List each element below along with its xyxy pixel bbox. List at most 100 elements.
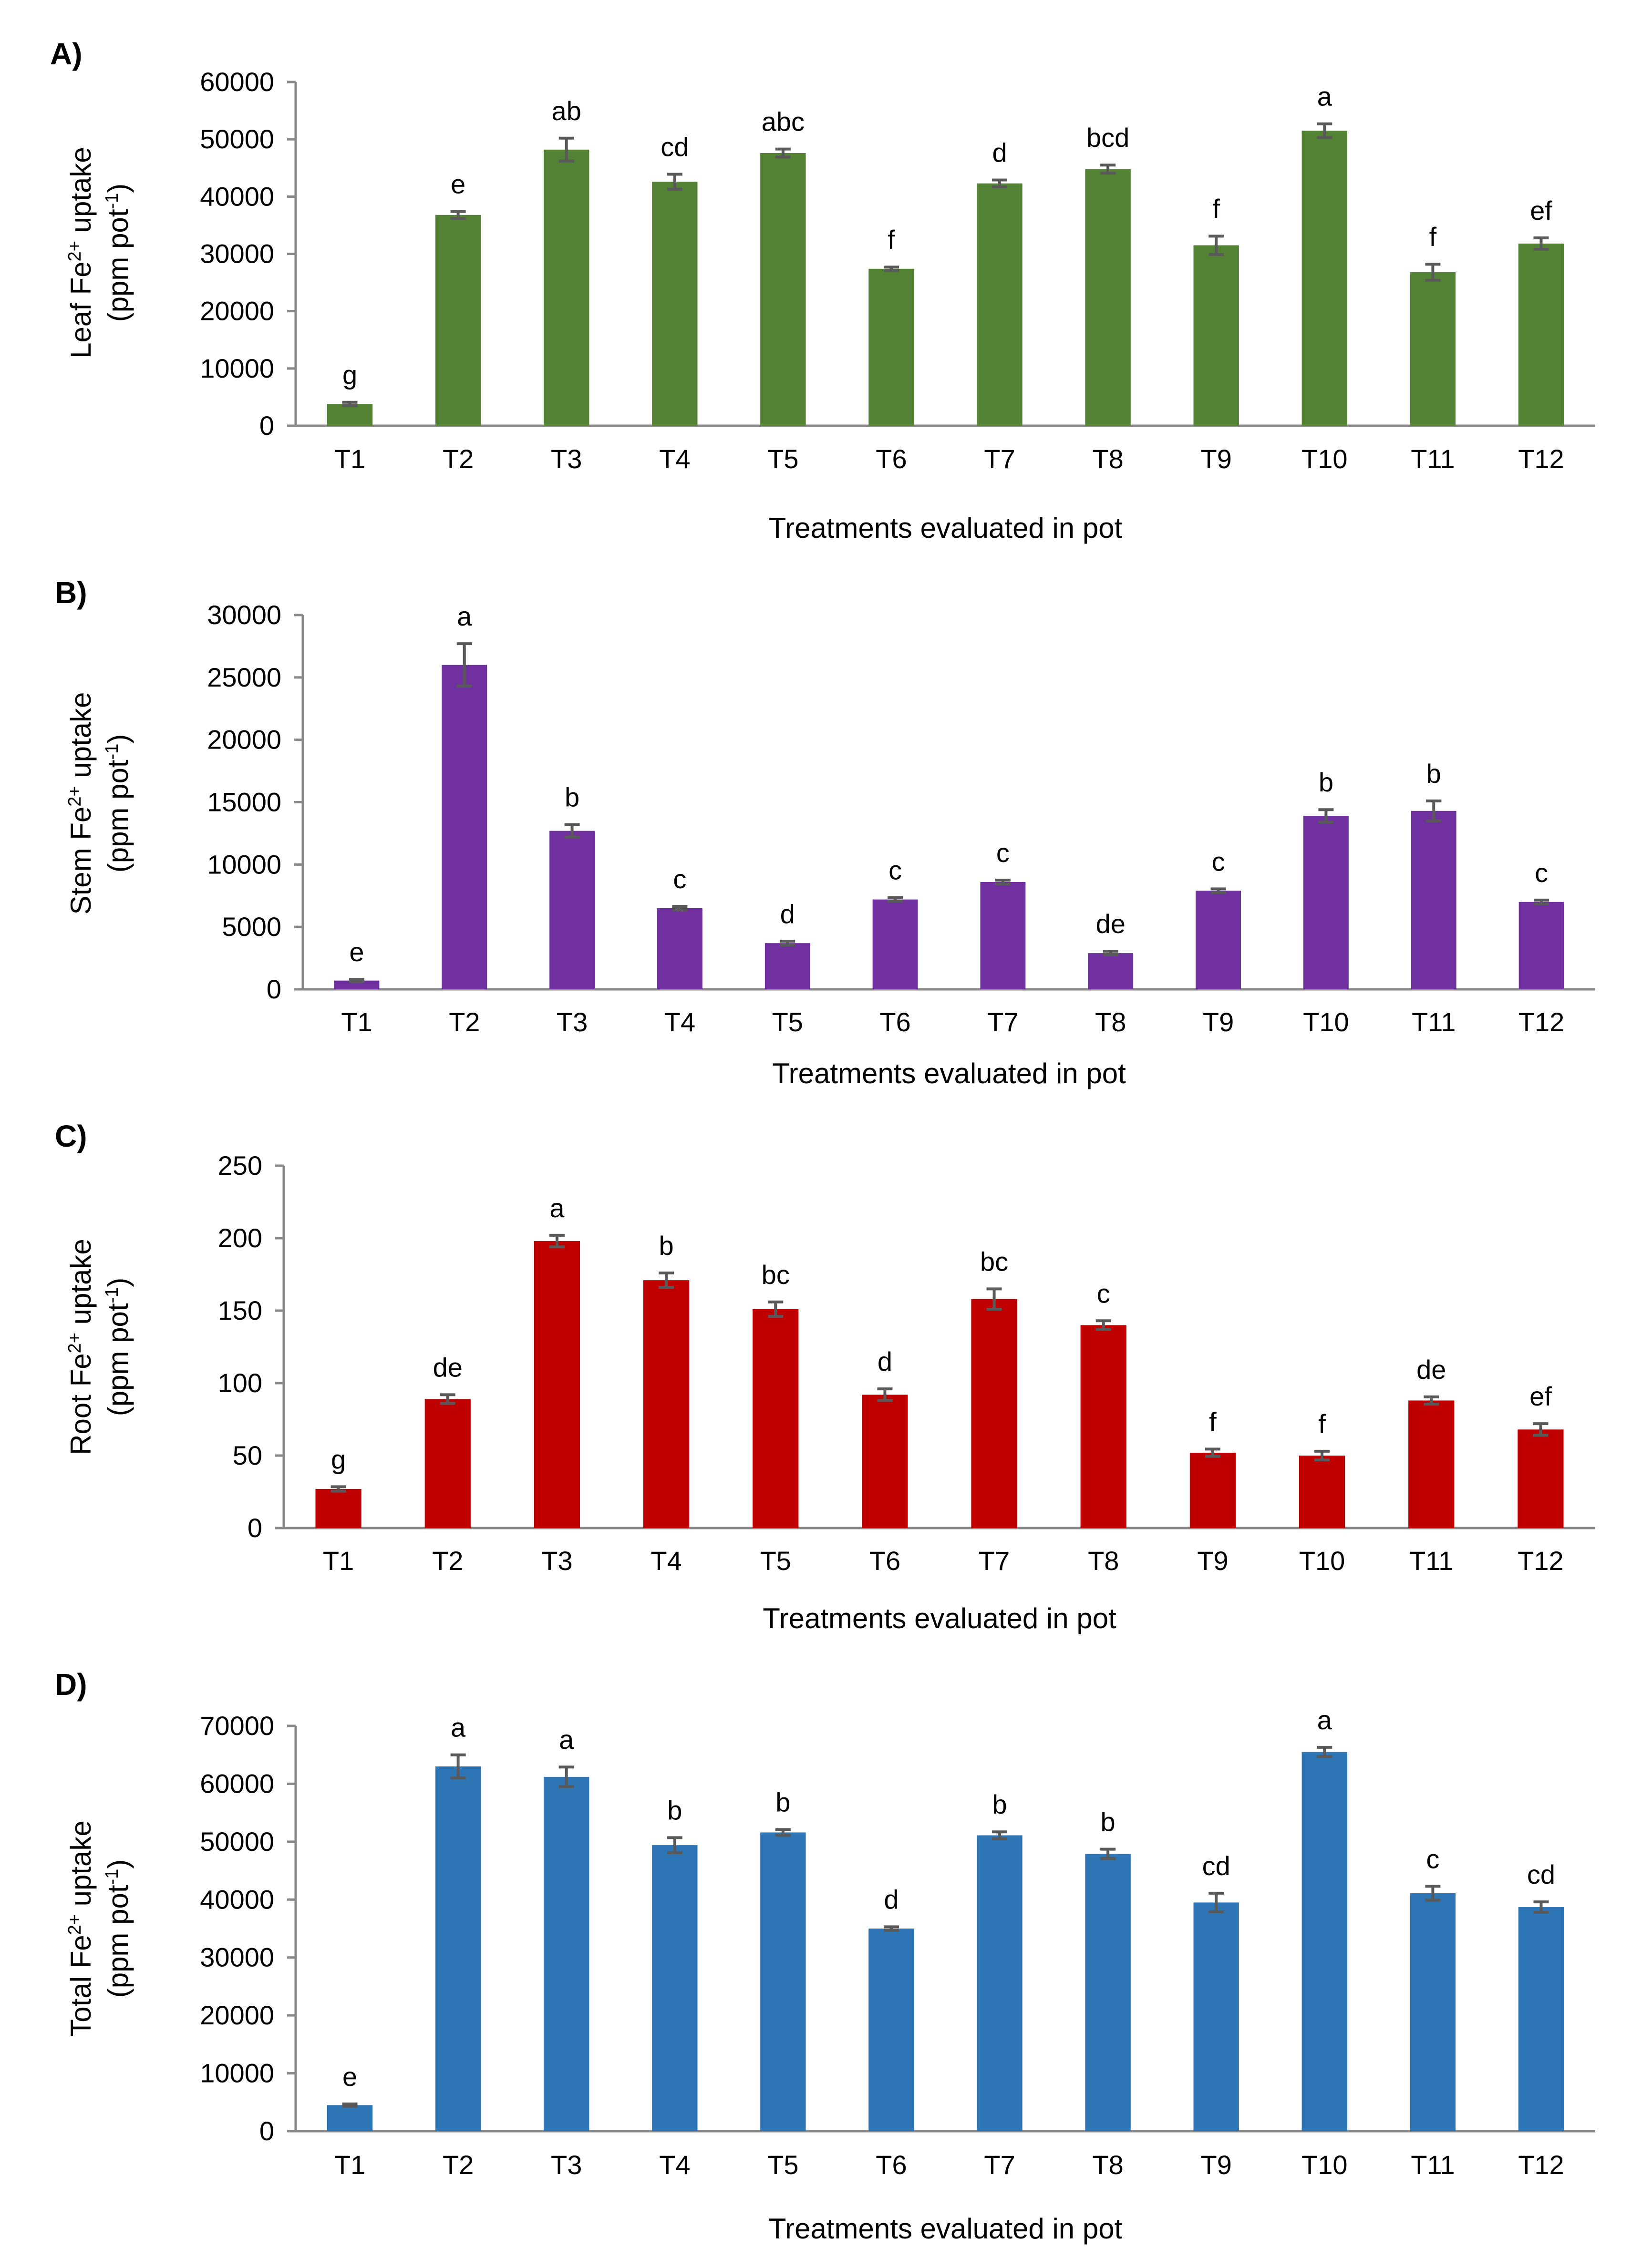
significance-letter: b xyxy=(1101,1807,1115,1837)
bar-T9 xyxy=(1196,891,1241,989)
x-tick-label: T5 xyxy=(767,2150,798,2180)
x-tick-label: T3 xyxy=(551,444,582,474)
x-tick-label: T12 xyxy=(1518,2150,1564,2180)
bar-T12 xyxy=(1518,243,1564,426)
x-tick-label: T7 xyxy=(987,1007,1018,1037)
bar-T4 xyxy=(652,1845,698,2131)
significance-letter: b xyxy=(659,1231,674,1261)
bar-T7 xyxy=(980,882,1026,989)
bar-T5 xyxy=(764,943,810,989)
y-tick-label: 0 xyxy=(259,2116,274,2146)
significance-letter: de xyxy=(1096,909,1126,939)
x-tick-label: T1 xyxy=(323,1546,354,1576)
bar-T11 xyxy=(1410,272,1456,426)
significance-letter: bc xyxy=(980,1246,1008,1276)
x-tick-label: T2 xyxy=(443,444,474,474)
y-tick-label: 40000 xyxy=(200,1884,274,1914)
bar-T7 xyxy=(977,1835,1022,2131)
panel-label: B) xyxy=(55,575,87,610)
significance-letter: f xyxy=(1318,1409,1326,1439)
x-tick-label: T6 xyxy=(876,444,907,474)
x-tick-label: T5 xyxy=(772,1007,803,1037)
significance-letter: e xyxy=(349,937,364,967)
x-tick-label: T12 xyxy=(1518,444,1564,474)
x-tick-label: T5 xyxy=(767,444,798,474)
x-tick-label: T3 xyxy=(541,1546,572,1576)
y-tick-label: 0 xyxy=(248,1513,262,1543)
y-tick-label: 60000 xyxy=(200,1768,274,1798)
y-tick-label: 250 xyxy=(218,1150,262,1180)
x-axis-title: Treatments evaluated in pot xyxy=(769,2213,1123,2245)
y-tick-label: 0 xyxy=(259,410,274,441)
significance-letter: a xyxy=(1317,82,1332,112)
significance-letter: d xyxy=(992,137,1007,167)
x-tick-label: T10 xyxy=(1303,1007,1349,1037)
significance-letter: a xyxy=(1317,1705,1332,1735)
y-tick-label: 40000 xyxy=(200,181,274,211)
x-tick-label: T6 xyxy=(869,1546,900,1576)
bar-T2 xyxy=(435,215,481,426)
x-tick-label: T12 xyxy=(1518,1007,1565,1037)
bar-T10 xyxy=(1303,816,1349,989)
x-tick-label: T8 xyxy=(1088,1546,1119,1576)
x-tick-label: T9 xyxy=(1203,1007,1234,1037)
bar-T4 xyxy=(643,1280,690,1528)
significance-letter: d xyxy=(884,1884,898,1914)
x-tick-label: T8 xyxy=(1092,444,1123,474)
bar-T2 xyxy=(435,1766,481,2131)
significance-letter: c xyxy=(888,855,902,885)
y-tick-label: 25000 xyxy=(207,662,281,692)
bar-T8 xyxy=(1088,953,1134,989)
bar-T9 xyxy=(1189,1452,1236,1528)
significance-letter: cd xyxy=(1527,1859,1555,1889)
bar-T6 xyxy=(868,1929,914,2131)
x-axis-title: Treatments evaluated in pot xyxy=(769,512,1123,544)
bar-T8 xyxy=(1085,1854,1131,2131)
significance-letter: d xyxy=(878,1346,892,1376)
bar-T8 xyxy=(1080,1325,1126,1528)
x-tick-label: T7 xyxy=(984,444,1015,474)
significance-letter: b xyxy=(565,782,579,812)
x-tick-label: T4 xyxy=(664,1007,695,1037)
bar-T10 xyxy=(1301,1752,1347,2131)
bar-T5 xyxy=(760,1832,806,2131)
y-tick-label: 30000 xyxy=(200,1942,274,1972)
x-tick-label: T8 xyxy=(1092,2150,1123,2180)
panel-label: C) xyxy=(55,1119,87,1153)
y-tick-label: 15000 xyxy=(207,787,281,817)
bar-T6 xyxy=(872,899,918,989)
chart-panel-1: A) 0 10000 20000 30000 40000 50000 60000 g T1 e T2 a… xyxy=(50,37,1595,544)
significance-letter: a xyxy=(559,1724,574,1755)
x-tick-label: T4 xyxy=(659,2150,690,2180)
bar-T10 xyxy=(1299,1456,1345,1528)
significance-letter: f xyxy=(1209,1406,1217,1437)
significance-letter: ab xyxy=(552,96,581,126)
significance-letter: b xyxy=(775,1787,790,1817)
y-tick-label: 20000 xyxy=(200,2000,274,2030)
significance-letter: de xyxy=(433,1352,463,1382)
bar-T12 xyxy=(1518,1429,1564,1528)
bar-T3 xyxy=(544,1776,589,2131)
bar-T6 xyxy=(862,1395,908,1528)
y-tick-label: 10000 xyxy=(200,353,274,383)
significance-letter: bc xyxy=(762,1260,790,1290)
chart-panel-4: D) 0 10000 20000 30000 40000 50000 60000 70000 e T… xyxy=(55,1667,1595,2245)
x-tick-label: T9 xyxy=(1197,1546,1228,1576)
x-axis-title: Treatments evaluated in pot xyxy=(763,1602,1116,1634)
y-tick-label: 200 xyxy=(218,1223,262,1253)
x-tick-label: T3 xyxy=(557,1007,588,1037)
significance-letter: c xyxy=(1097,1278,1110,1308)
bar-T2 xyxy=(424,1399,471,1528)
significance-letter: e xyxy=(342,2062,357,2092)
bar-T1 xyxy=(315,1488,361,1528)
significance-letter: c xyxy=(1535,858,1548,888)
x-tick-label: T10 xyxy=(1301,444,1348,474)
bar-T7 xyxy=(971,1299,1017,1528)
bar-T9 xyxy=(1193,1902,1239,2131)
x-tick-label: T4 xyxy=(659,444,690,474)
bar-T11 xyxy=(1410,1893,1456,2131)
bar-T8 xyxy=(1085,169,1131,426)
significance-letter: c xyxy=(996,838,1010,868)
significance-letter: b xyxy=(992,1789,1007,1819)
